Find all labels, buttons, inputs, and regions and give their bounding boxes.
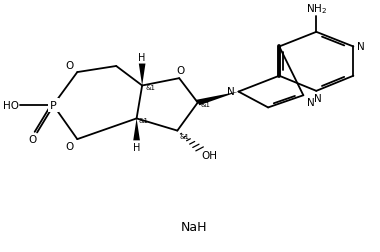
Text: HO: HO [3, 101, 19, 111]
Text: O: O [29, 134, 37, 144]
Polygon shape [139, 64, 146, 86]
Polygon shape [196, 92, 239, 106]
Text: H: H [138, 53, 146, 63]
Text: &1: &1 [138, 118, 149, 124]
Text: OH: OH [201, 150, 217, 160]
Text: NH$_2$: NH$_2$ [306, 2, 327, 16]
Text: N: N [307, 98, 315, 108]
Text: N: N [357, 42, 365, 52]
Text: N: N [227, 86, 235, 97]
Text: P: P [50, 101, 57, 111]
Text: &1: &1 [201, 101, 211, 107]
Text: O: O [65, 142, 74, 151]
Text: &1: &1 [145, 84, 155, 90]
Text: &1: &1 [179, 133, 189, 139]
Text: NaH: NaH [181, 220, 207, 234]
Text: O: O [176, 66, 184, 76]
Text: N: N [314, 94, 322, 104]
Text: O: O [65, 61, 74, 71]
Text: H: H [133, 142, 140, 152]
Polygon shape [133, 119, 140, 141]
